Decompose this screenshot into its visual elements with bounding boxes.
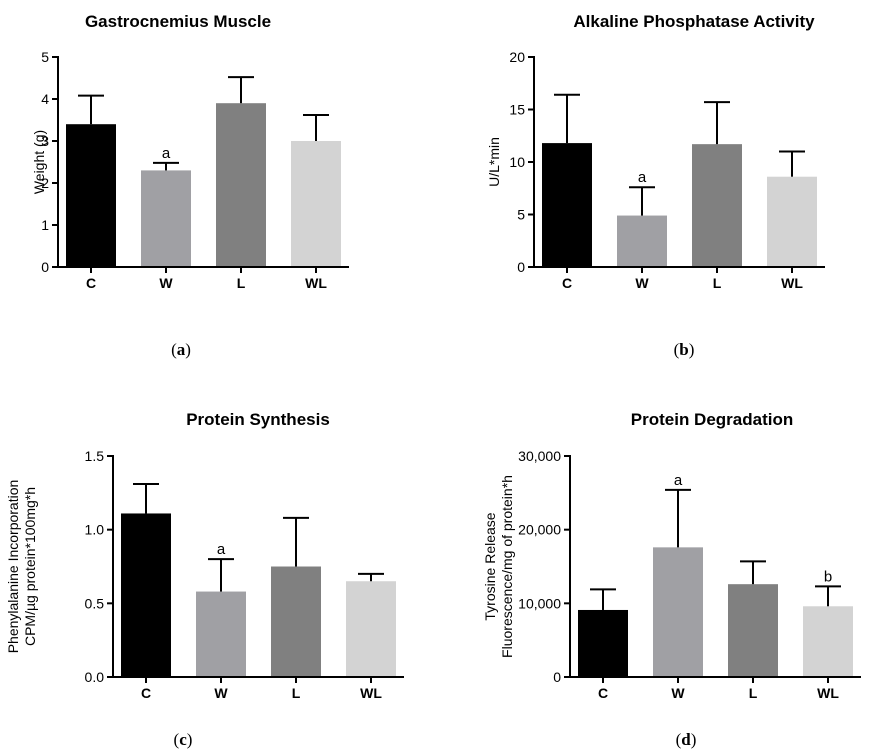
x-tick-label: WL bbox=[305, 275, 327, 291]
chart-title: Gastrocnemius Muscle bbox=[85, 12, 271, 31]
bar-C bbox=[66, 124, 116, 267]
x-tick-label: C bbox=[86, 275, 96, 291]
y-tick-label: 0 bbox=[553, 669, 561, 685]
bar-W bbox=[653, 547, 703, 677]
x-tick-label: WL bbox=[781, 275, 803, 291]
y-axis-label: U/L*min bbox=[486, 137, 502, 187]
y-tick-label: 0.0 bbox=[85, 669, 105, 685]
bar-W bbox=[196, 591, 246, 677]
y-axis-label: Tyrosine Release bbox=[482, 512, 498, 620]
x-tick-label: L bbox=[237, 275, 246, 291]
significance-label: b bbox=[824, 568, 832, 585]
x-tick-label: WL bbox=[360, 685, 382, 701]
x-tick-label: WL bbox=[817, 685, 839, 701]
y-tick-label: 5 bbox=[41, 49, 49, 65]
y-tick-label: 0 bbox=[41, 259, 49, 275]
x-tick-label: L bbox=[749, 685, 758, 701]
y-tick-label: 30,000 bbox=[518, 448, 561, 464]
x-tick-label: W bbox=[671, 685, 685, 701]
x-tick-label: C bbox=[598, 685, 608, 701]
y-tick-label: 0 bbox=[517, 259, 525, 275]
bar-L bbox=[692, 144, 742, 267]
chart-panel-d: Protein Degradation Tyrosine Release Fluor… bbox=[482, 410, 861, 749]
panel-caption: (b) bbox=[674, 340, 695, 359]
y-tick-label: 20,000 bbox=[518, 522, 561, 538]
bar-WL bbox=[767, 176, 817, 267]
y-tick-label: 15 bbox=[509, 102, 525, 118]
chart-title: Protein Degradation bbox=[631, 410, 793, 429]
x-tick-label: W bbox=[214, 685, 228, 701]
y-tick-label: 10 bbox=[509, 154, 525, 170]
y-axis-label: Weight (g) bbox=[31, 130, 47, 194]
x-tick-label: C bbox=[141, 685, 151, 701]
panel-caption: (a) bbox=[171, 340, 191, 359]
panel-caption: (d) bbox=[676, 730, 697, 749]
x-tick-label: L bbox=[713, 275, 722, 291]
x-tick-label: L bbox=[292, 685, 301, 701]
x-tick-label: W bbox=[159, 275, 173, 291]
bar-C bbox=[121, 513, 171, 677]
x-tick-label: W bbox=[635, 275, 649, 291]
bar-WL bbox=[291, 141, 341, 267]
y-tick-label: 0.5 bbox=[85, 595, 105, 611]
y-tick-label: 1.0 bbox=[85, 522, 105, 538]
y-axis-label: Phenylalanine Incorporation bbox=[5, 480, 21, 654]
bar-L bbox=[728, 584, 778, 677]
y-tick-label: 1.5 bbox=[85, 448, 105, 464]
bar-L bbox=[216, 103, 266, 267]
chart-panel-c: Protein Synthesis Phenylalanine Incorpora… bbox=[5, 410, 404, 749]
y-axis-label: Fluorescence/mg of protein*h bbox=[499, 475, 515, 658]
y-tick-label: 4 bbox=[41, 91, 49, 107]
bar-WL bbox=[346, 581, 396, 677]
y-axis-label: CPM/µg protein*100mg*h bbox=[22, 487, 38, 646]
bar-L bbox=[271, 566, 321, 677]
y-tick-label: 5 bbox=[517, 207, 525, 223]
significance-label: a bbox=[217, 541, 226, 558]
bar-W bbox=[141, 170, 191, 267]
panel-caption: (c) bbox=[174, 730, 193, 749]
significance-label: a bbox=[674, 472, 683, 489]
x-tick-label: C bbox=[562, 275, 572, 291]
y-tick-label: 3 bbox=[41, 133, 49, 149]
bar-W bbox=[617, 215, 667, 267]
y-tick-label: 2 bbox=[41, 175, 49, 191]
chart-title: Protein Synthesis bbox=[186, 410, 330, 429]
significance-label: a bbox=[638, 169, 647, 186]
bar-C bbox=[542, 143, 592, 267]
significance-label: a bbox=[162, 145, 171, 162]
y-tick-label: 1 bbox=[41, 217, 49, 233]
chart-title: Alkaline Phosphatase Activity bbox=[573, 12, 815, 31]
bar-WL bbox=[803, 606, 853, 677]
y-tick-label: 10,000 bbox=[518, 595, 561, 611]
bar-C bbox=[578, 609, 628, 677]
y-tick-label: 20 bbox=[509, 49, 525, 65]
